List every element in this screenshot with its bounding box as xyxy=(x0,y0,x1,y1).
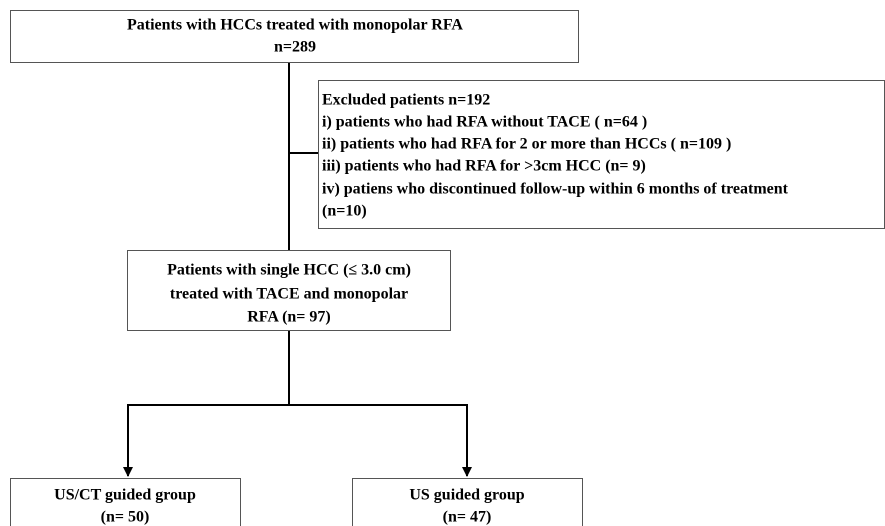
box-text: US/CT guided group xyxy=(54,487,196,504)
box-text: ii) patients who had RFA for 2 or more t… xyxy=(322,136,731,153)
box-text: treated with TACE and monopolar xyxy=(170,286,408,303)
box-text: iv) patiens who discontinued follow-up w… xyxy=(322,181,789,198)
box xyxy=(127,250,451,331)
box xyxy=(352,478,583,526)
box-text: iii) patients who had RFA for >3cm HCC (… xyxy=(322,158,646,175)
box-text: RFA (n= 97) xyxy=(247,309,330,326)
box-text: (n=10) xyxy=(322,203,367,220)
box xyxy=(10,10,579,63)
box-text: i) patients who had RFA without TACE ( n… xyxy=(322,114,647,131)
box-text: Patients with single HCC (≤ 3.0 cm) xyxy=(167,262,411,279)
box-text: US guided group xyxy=(409,487,524,504)
box-text: (n= 50) xyxy=(101,509,150,526)
box-text: n=289 xyxy=(274,39,316,56)
box-text: Patients with HCCs treated with monopola… xyxy=(127,17,463,34)
box-text: (n= 47) xyxy=(443,509,492,526)
box-text: Excluded patients n=192 xyxy=(322,92,490,109)
box xyxy=(10,478,241,526)
